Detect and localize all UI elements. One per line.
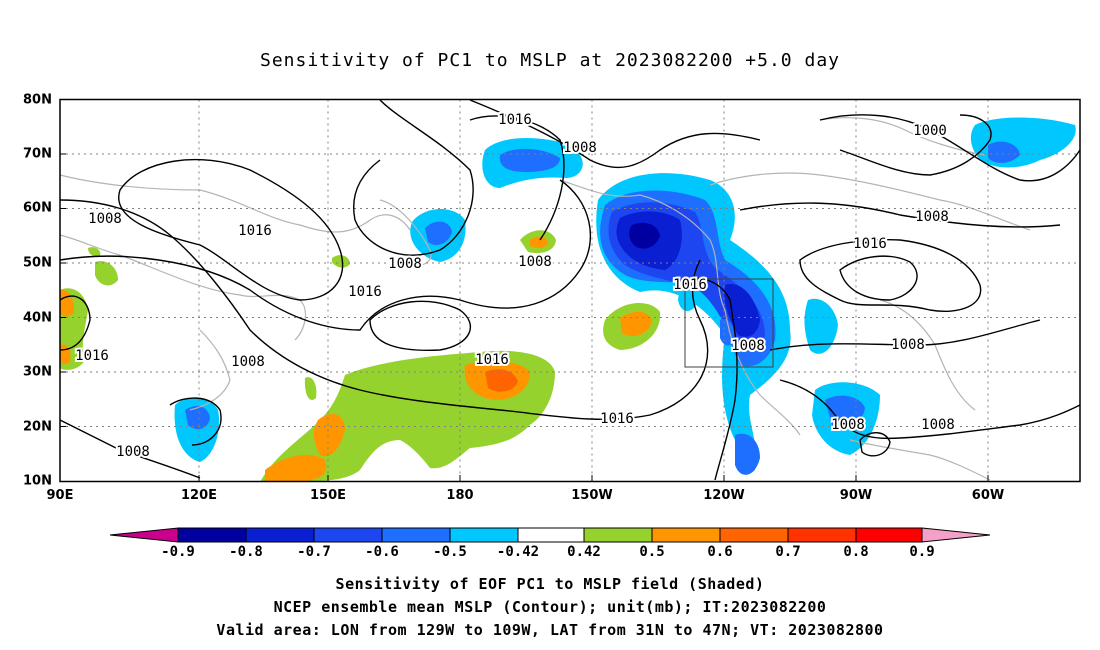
contour-label: 1016 <box>75 348 109 364</box>
negative-sensitivity-region <box>735 433 760 475</box>
colorbar-label: 0.9 <box>909 544 935 560</box>
contour-label: 1016 <box>238 223 272 239</box>
contour-label: 1016 <box>498 112 532 128</box>
caption-contour: NCEP ensemble mean MSLP (Contour); unit(… <box>273 598 827 616</box>
positive-sensitivity-region <box>95 260 118 286</box>
contour-label: 1008 <box>891 337 925 353</box>
lat-label: 10N <box>23 473 52 489</box>
colorbar-cell <box>787 527 857 543</box>
lat-label: 30N <box>23 364 52 380</box>
positive-sensitivity-region <box>88 247 101 257</box>
caption-valid-area: Valid area: LON from 129W to 109W, LAT f… <box>216 621 884 639</box>
negative-sensitivity-region <box>678 283 697 312</box>
map-frame <box>59 98 1081 483</box>
lat-label: 70N <box>23 146 52 162</box>
negative-sensitivity-region <box>804 298 838 354</box>
lon-label: 90W <box>839 488 873 503</box>
contour-label: 1016 <box>475 352 509 368</box>
colorbar-cell <box>855 527 923 543</box>
negative-sensitivity-region <box>970 117 1076 168</box>
colorbar-cell <box>313 527 383 543</box>
contour-label: 1008 <box>116 444 150 460</box>
negative-sensitivity-region <box>629 222 660 249</box>
contour-label: 1016 <box>673 277 707 293</box>
colorbar-label: -0.42 <box>496 544 540 560</box>
lon-label: 150E <box>309 488 347 503</box>
positive-sensitivity-region <box>304 377 317 400</box>
contour-label: 1016 <box>853 236 887 252</box>
colorbar-label: -0.6 <box>365 544 399 560</box>
contour-label: 1008 <box>915 209 949 225</box>
colorbar-cell <box>719 527 789 543</box>
colorbar-cell <box>517 527 585 543</box>
shading-layer <box>60 117 1076 482</box>
positive-sensitivity-region <box>313 414 345 457</box>
contour-label: 1016 <box>600 411 634 427</box>
colorbar-label: 0.42 <box>567 544 601 560</box>
lon-label: 60W <box>971 488 1005 503</box>
negative-sensitivity-region <box>825 395 865 428</box>
positive-sensitivity-region <box>265 454 327 482</box>
lat-label: 50N <box>23 255 52 271</box>
negative-sensitivity-region <box>499 148 560 172</box>
colorbar-label: 0.5 <box>639 544 665 560</box>
lon-label: 90E <box>46 488 74 503</box>
colorbar-cell <box>245 527 315 543</box>
lon-label: 150W <box>571 488 613 503</box>
caption-shading: Sensitivity of EOF PC1 to MSLP field (Sh… <box>335 575 765 593</box>
contour-label: 1008 <box>388 256 422 272</box>
lat-label: 80N <box>23 92 52 108</box>
valid-area-box <box>684 278 774 368</box>
contour-label: 1008 <box>921 417 955 433</box>
colorbar-label: -0.5 <box>433 544 467 560</box>
negative-sensitivity-region <box>988 141 1020 163</box>
colorbar <box>109 527 991 543</box>
colorbar-label: 0.8 <box>843 544 869 560</box>
mslp-contours <box>59 99 1081 481</box>
colorbar-cell <box>583 527 653 543</box>
colorbar-label: -0.8 <box>229 544 263 560</box>
contour-label: 1008 <box>731 338 765 354</box>
contour-label: 1008 <box>518 254 552 270</box>
colorbar-cell <box>177 527 247 543</box>
colorbar-label: -0.9 <box>161 544 195 560</box>
colorbar-cell <box>449 527 519 543</box>
colorbar-label: 0.7 <box>775 544 801 560</box>
coastlines <box>59 117 1031 481</box>
contour-label: 1008 <box>563 140 597 156</box>
page-title: Sensitivity of PC1 to MSLP at 2023082200… <box>259 50 840 71</box>
colorbar-neg-extend <box>109 527 179 543</box>
positive-sensitivity-region <box>530 236 548 249</box>
lat-label: 20N <box>23 419 52 435</box>
lon-label: 180 <box>446 488 474 503</box>
contour-label: 1008 <box>88 211 122 227</box>
lon-label: 120E <box>180 488 218 503</box>
contour-label: 1000 <box>913 123 947 139</box>
positive-sensitivity-region <box>332 255 350 268</box>
contour-label: 1016 <box>348 284 382 300</box>
positive-sensitivity-region <box>485 369 518 392</box>
colorbar-label: -0.7 <box>297 544 331 560</box>
negative-sensitivity-region <box>185 406 210 430</box>
lat-label: 60N <box>23 200 52 216</box>
negative-sensitivity-region <box>425 221 452 245</box>
graticule <box>60 99 1080 481</box>
contour-label: 1008 <box>231 354 265 370</box>
colorbar-label: 0.6 <box>707 544 733 560</box>
colorbar-cell <box>381 527 451 543</box>
colorbar-pos-extend <box>921 527 991 543</box>
lat-label: 40N <box>23 310 52 326</box>
colorbar-cell <box>651 527 721 543</box>
contour-label: 1008 <box>831 417 865 433</box>
axis-ticks <box>60 153 989 481</box>
lon-label: 120W <box>703 488 745 503</box>
contour-label-layer: 1016 1008 1000 1008 1016 1008 1008 1016 … <box>73 110 957 462</box>
